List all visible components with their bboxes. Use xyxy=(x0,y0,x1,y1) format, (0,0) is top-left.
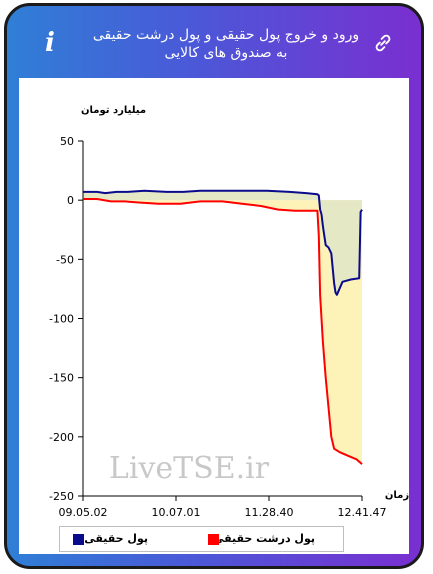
chart-card: i ورود و خروج پول حقیقی و پول درشت حقیقی… xyxy=(4,3,424,569)
y-tick-label: -250 xyxy=(49,490,74,503)
series-line-1 xyxy=(83,198,363,465)
y-tick-label: -100 xyxy=(49,313,74,326)
x-tick-label: 10.07.01 xyxy=(152,506,201,519)
legend-label-real-money: پول حقیقی xyxy=(84,532,148,545)
x-axis-label: زمان xyxy=(385,490,409,501)
series-fill-0 xyxy=(83,190,362,295)
info-icon[interactable]: i xyxy=(45,28,55,58)
watermark: LiveTSE.ir xyxy=(109,451,270,486)
legend: پول حقیقی پول درشت حقیقی xyxy=(59,526,344,552)
series-line-0 xyxy=(83,189,363,296)
chart-title: ورود و خروج پول حقیقی و پول درشت حقیقی ب… xyxy=(92,27,360,61)
link-icon[interactable] xyxy=(372,32,394,54)
y-tick-label: -150 xyxy=(49,372,74,385)
y-tick-label: 50 xyxy=(60,135,74,148)
legend-label-large-real-money: پول درشت حقیقی xyxy=(212,532,315,545)
y-tick-label: -200 xyxy=(49,431,74,444)
card-header: i ورود و خروج پول حقیقی و پول درشت حقیقی… xyxy=(7,6,421,78)
legend-swatch-real-money xyxy=(73,534,84,545)
chart-panel: 50 0 -50 -100 -150 -200 -250 09.05.02 10.07.01 11… xyxy=(19,78,409,554)
legend-swatch-large-real-money xyxy=(208,534,219,545)
y-tick-label: -50 xyxy=(56,253,74,266)
y-tick-label: 0 xyxy=(67,194,74,207)
x-tick-label: 11.28.40 xyxy=(245,506,294,519)
x-tick-label: 09.05.02 xyxy=(59,506,108,519)
x-tick-label: 12.41.47 xyxy=(338,506,387,519)
series-fill-1 xyxy=(83,199,362,465)
chart-plot: 50 0 -50 -100 -150 -200 -250 09.05.02 10.07.01 11… xyxy=(49,105,409,519)
y-axis-label: میلیارد تومان xyxy=(81,105,146,116)
